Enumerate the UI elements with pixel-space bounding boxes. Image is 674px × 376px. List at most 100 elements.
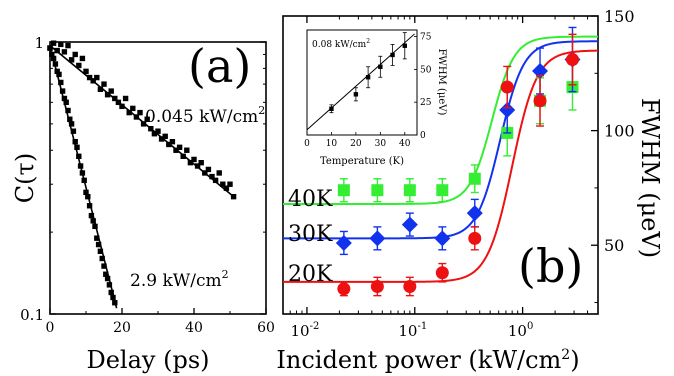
data-point-diamond xyxy=(401,216,418,233)
data-point xyxy=(83,68,89,75)
inset-x-tick-label: 30 xyxy=(375,139,387,149)
data-point xyxy=(122,95,129,102)
data-point-square xyxy=(337,184,350,197)
panel-a-label: (a) xyxy=(188,39,251,93)
data-point xyxy=(49,51,55,58)
data-point xyxy=(50,55,57,62)
y-tick-label: 0.1 xyxy=(20,306,44,324)
data-point xyxy=(58,41,64,48)
data-point xyxy=(176,144,183,151)
data-point xyxy=(92,223,98,230)
data-point xyxy=(97,248,104,255)
data-point xyxy=(198,159,204,166)
inset-x-tick-label: 40 xyxy=(399,139,411,149)
panel-b-series-40k-label: 40K xyxy=(288,187,333,212)
inset-fit-line xyxy=(306,33,415,131)
data-point-square xyxy=(468,172,481,185)
data-point-circle xyxy=(403,279,417,293)
data-point xyxy=(106,282,113,288)
x-tick-label: 20 xyxy=(113,320,131,336)
data-point xyxy=(77,163,84,169)
data-point xyxy=(76,62,82,69)
inset-x-tick-label: 0 xyxy=(304,139,310,149)
data-point xyxy=(61,95,68,102)
data-point xyxy=(94,235,100,241)
data-point xyxy=(81,177,87,184)
data-point xyxy=(79,170,86,176)
data-point-diamond xyxy=(434,230,451,247)
data-point xyxy=(187,159,194,166)
panel-b-inset: 0 10 20 30 40 0 25 50 75 0.08 kW/cm2 Temperature… xyxy=(304,29,447,167)
data-point xyxy=(68,121,75,127)
data-point xyxy=(169,138,176,145)
x-tick-label: 10-1 xyxy=(398,321,427,340)
panel-b-frame xyxy=(282,15,599,315)
data-point xyxy=(61,49,68,55)
data-point-circle xyxy=(565,53,579,67)
data-point xyxy=(90,78,96,84)
data-point xyxy=(70,128,77,134)
data-point xyxy=(88,212,95,219)
data-point xyxy=(112,95,118,102)
y-tick-label: 1 xyxy=(34,34,44,52)
inset-points xyxy=(306,32,415,131)
data-point xyxy=(56,71,62,78)
panel-a-series-1-label: 2.9 kW/cm2 xyxy=(130,268,229,291)
data-point xyxy=(97,86,104,93)
inset-y-tick-label: 50 xyxy=(420,65,432,75)
data-point-circle xyxy=(500,80,514,94)
data-point xyxy=(194,163,201,169)
data-point-circle xyxy=(435,266,449,280)
data-point xyxy=(108,88,114,94)
data-point xyxy=(59,88,66,94)
inset-y-tick-label: 0 xyxy=(420,131,426,141)
data-point xyxy=(202,170,208,176)
panel-b-series-30k-label: 30K xyxy=(288,222,333,247)
panel-b-series-20k-label: 20K xyxy=(288,262,333,287)
data-point xyxy=(133,114,140,120)
data-point xyxy=(90,218,96,224)
data-point xyxy=(230,193,237,200)
data-point xyxy=(86,203,93,209)
data-point xyxy=(52,61,59,67)
data-point xyxy=(140,121,147,127)
panel-b-xlabel: Incident power (kW/cm2) xyxy=(276,346,579,374)
panel-b-label: (b) xyxy=(518,239,583,293)
data-point-diamond xyxy=(466,205,483,222)
data-point xyxy=(130,105,136,112)
data-point-diamond xyxy=(499,101,516,118)
y-tick-label: 50 xyxy=(604,236,624,255)
data-point-square xyxy=(371,184,384,197)
data-point xyxy=(76,153,82,159)
y-tick-label: 150 xyxy=(604,7,635,26)
inset-x-tick-label: 10 xyxy=(326,139,338,149)
panel-b-ylabel: FWHM (μeV) xyxy=(636,98,664,258)
data-point xyxy=(47,45,53,51)
data-point xyxy=(72,51,78,58)
data-point xyxy=(191,156,197,163)
x-tick-label: 0 xyxy=(46,320,55,336)
data-point xyxy=(144,116,150,122)
data-point xyxy=(162,133,168,140)
data-point xyxy=(112,300,118,306)
x-tick-label: 40 xyxy=(185,320,203,336)
data-point xyxy=(94,74,100,81)
data-point xyxy=(205,166,212,173)
x-tick-label: 100 xyxy=(508,321,533,340)
inset-data-point xyxy=(402,43,407,48)
data-point xyxy=(85,193,91,200)
inset-data-point xyxy=(378,64,383,69)
data-point xyxy=(54,68,60,75)
data-point xyxy=(227,181,233,187)
data-point xyxy=(104,92,111,98)
data-point xyxy=(83,189,89,196)
inset-ticks: 0 10 20 30 40 0 25 50 75 xyxy=(304,33,432,149)
data-point xyxy=(184,147,190,153)
data-point xyxy=(108,289,114,296)
data-point xyxy=(50,40,57,46)
data-point xyxy=(79,55,86,62)
data-point xyxy=(119,103,125,110)
x-tick-label: 60 xyxy=(257,320,275,336)
